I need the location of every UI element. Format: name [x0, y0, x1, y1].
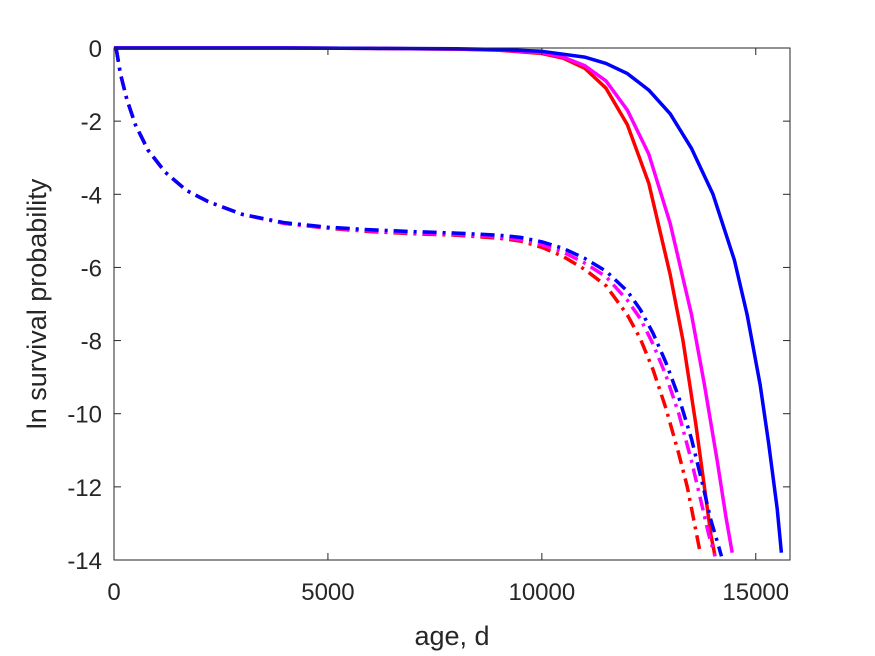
y-tick-label-5: -10 [67, 402, 102, 429]
y-axis-label: ln survival probability [22, 178, 52, 429]
y-tick-label-6: -12 [67, 475, 102, 502]
plot-frame [113, 47, 791, 561]
x-tick-label-1: 5000 [301, 579, 354, 606]
x-axis-label: age, d [414, 621, 489, 651]
y-tick-label-1: -2 [81, 109, 102, 136]
x-tick-label-0: 0 [107, 579, 120, 606]
y-tick-label-0: 0 [89, 36, 102, 63]
y-tick-label-3: -6 [81, 255, 102, 282]
series-line-6-dashdot [114, 47, 724, 557]
tick-layer: 0 5000 10000 15000 0 -2 -4 -6 -8 -10 -12 -14 [67, 36, 790, 606]
y-tick-label-2: -4 [81, 182, 102, 209]
x-tick-label-3: 15000 [722, 579, 789, 606]
y-tick-label-7: -14 [67, 548, 102, 575]
y-tick-label-4: -8 [81, 329, 102, 356]
x-tick-label-2: 10000 [508, 579, 575, 606]
